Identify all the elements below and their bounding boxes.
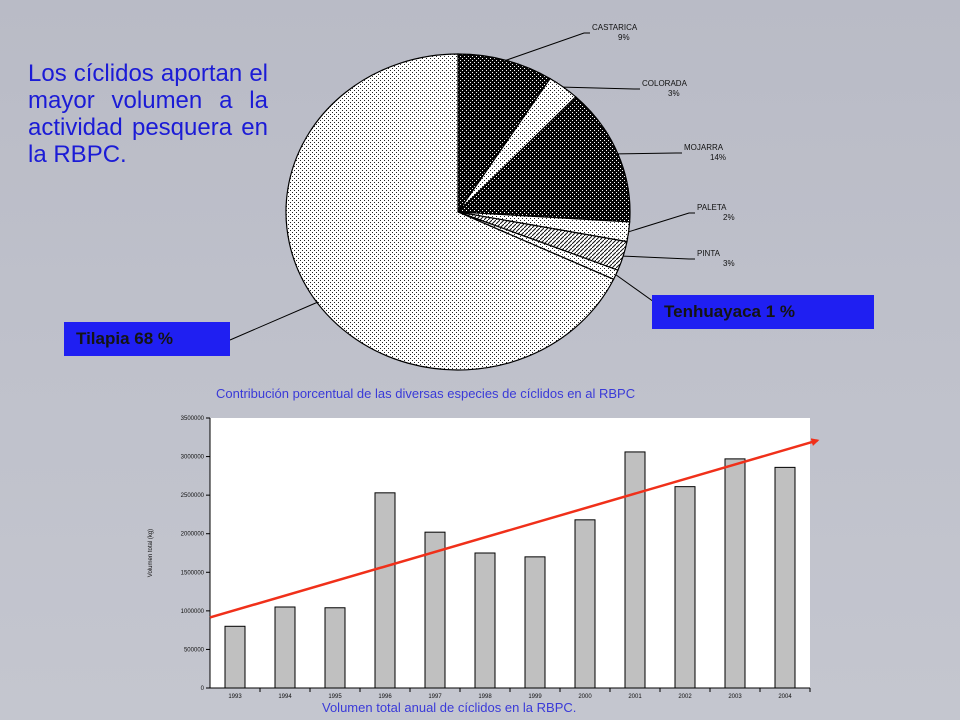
y-tick-label: 3500000 <box>181 416 205 422</box>
x-tick-label-1993: 1993 <box>228 694 242 700</box>
tenhuayaca-label: Tenhuayaca 1 % <box>652 295 874 329</box>
pie-chart <box>285 53 631 371</box>
y-tick-label: 2500000 <box>181 493 205 499</box>
leader-line-castarica <box>505 32 590 61</box>
pie-label-value-pinta: 3% <box>723 259 735 268</box>
bar-1996 <box>374 492 396 689</box>
pie-label-name-colorada: COLORADA <box>642 79 688 88</box>
bar-chart: 0 500000 1000000 1500000 2000000 2500000 30000… <box>148 416 820 700</box>
x-tick-label-2001: 2001 <box>628 694 642 700</box>
x-tick-label-2002: 2002 <box>678 694 692 700</box>
bar-2000 <box>574 519 596 689</box>
bar-2001 <box>624 451 646 689</box>
bar-1995 <box>324 607 346 689</box>
intro-text: Los cíclidos aportan el mayor volumen a … <box>28 60 268 168</box>
bar-plot-area <box>210 418 810 688</box>
pie-caption: Contribución porcentual de las diversas … <box>216 386 636 401</box>
x-tick-label-2000: 2000 <box>578 694 592 700</box>
pie-leader-lines: CASTARICA9%COLORADA3%MOJARRA14%PALETA2%P… <box>229 23 735 341</box>
x-tick-label-1997: 1997 <box>428 694 442 700</box>
x-tick-label-1996: 1996 <box>378 694 392 700</box>
bar-1998 <box>474 552 496 689</box>
x-tick-label-1995: 1995 <box>328 694 342 700</box>
leader-line-tilapia <box>229 301 319 341</box>
pie-slice-tilapia <box>285 53 615 371</box>
leader-line-paleta <box>628 212 695 233</box>
pie-slice-castarica <box>457 53 552 214</box>
leader-line-mojarra <box>617 152 682 155</box>
pie-label-name-paleta: PALETA <box>697 203 727 212</box>
pie-label-value-castarica: 9% <box>618 33 630 42</box>
y-tick-label: 2000000 <box>181 532 205 538</box>
y-tick-label: 1000000 <box>181 609 205 615</box>
x-tick-label-1994: 1994 <box>278 694 292 700</box>
leader-line-pinta <box>623 255 695 260</box>
y-tick-label: 0 <box>201 686 205 692</box>
pie-label-name-pinta: PINTA <box>697 249 721 258</box>
bar-1994 <box>274 606 296 689</box>
x-tick-label-2003: 2003 <box>728 694 742 700</box>
y-tick-label: 500000 <box>184 647 205 653</box>
bar-1997 <box>424 531 446 689</box>
tilapia-label-text: Tilapia 68 % <box>76 329 174 348</box>
x-tick-label-2004: 2004 <box>778 694 792 700</box>
bar-caption: Volumen total anual de cíclidos en la RB… <box>322 700 577 715</box>
leader-line-colorada <box>563 86 640 90</box>
x-tick-label-1999: 1999 <box>528 694 542 700</box>
bar-2003 <box>724 458 746 689</box>
pie-label-value-colorada: 3% <box>668 89 680 98</box>
trend-arrow <box>209 438 820 619</box>
bar-1999 <box>524 556 546 689</box>
pie-label-name-castarica: CASTARICA <box>592 23 638 32</box>
y-tick-label: 3000000 <box>181 455 205 461</box>
tenhuayaca-label-text: Tenhuayaca 1 % <box>664 302 796 321</box>
pie-label-name-mojarra: MOJARRA <box>684 143 724 152</box>
bar-1993 <box>224 625 246 689</box>
x-tick-label-1998: 1998 <box>478 694 492 700</box>
pie-label-value-mojarra: 14% <box>710 153 726 162</box>
y-tick-label: 1500000 <box>181 570 205 576</box>
pie-label-value-paleta: 2% <box>723 213 735 222</box>
bar-2002 <box>674 486 696 689</box>
bar-2004 <box>774 466 796 689</box>
y-axis-label: Volumen total (kg) <box>148 529 154 577</box>
tilapia-label: Tilapia 68 % <box>64 322 230 356</box>
